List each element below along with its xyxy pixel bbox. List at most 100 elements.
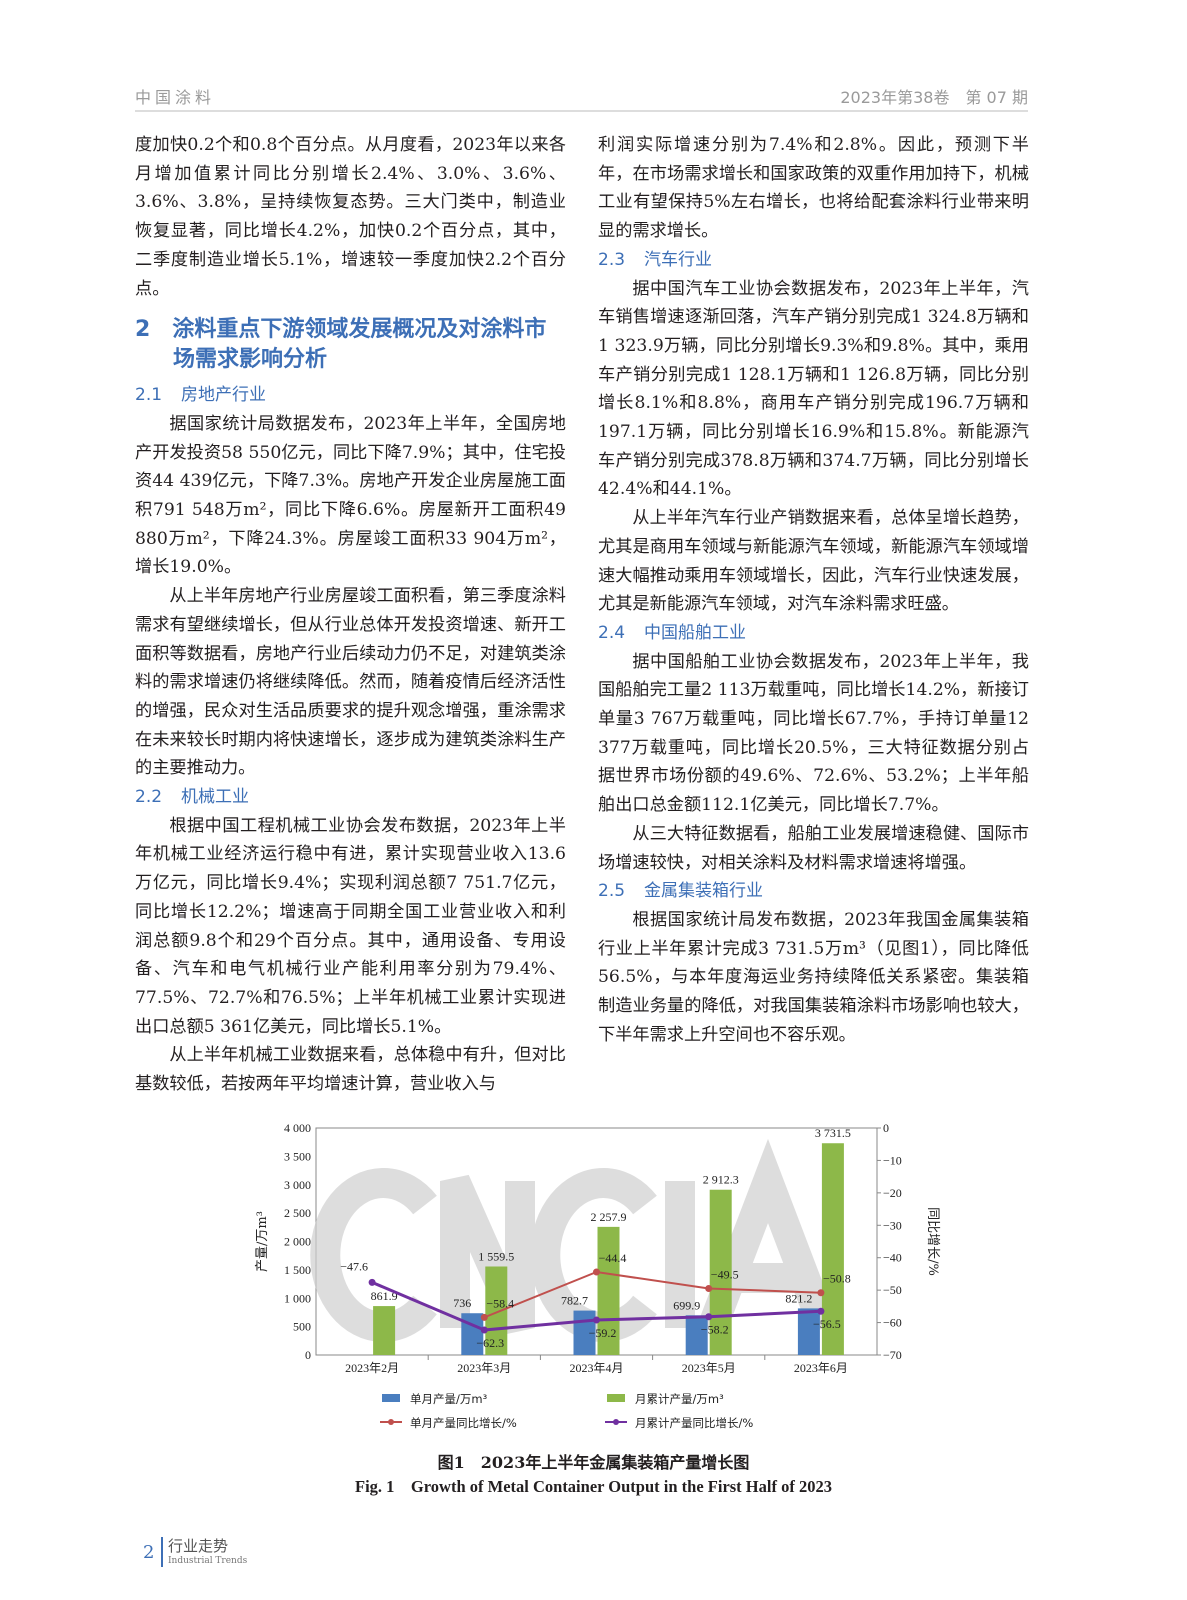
y-tick-label: 3 500 (284, 1149, 311, 1163)
bar-data-label: 736 (453, 1296, 471, 1310)
line-point (817, 1307, 825, 1315)
line-point (480, 1313, 488, 1321)
line-data-label: −59.2 (589, 1326, 617, 1340)
y-tick-label: 1 000 (284, 1291, 311, 1305)
bar-monthly (797, 1308, 820, 1355)
y-tick-label: 0 (305, 1348, 311, 1362)
bar-cumulative (597, 1226, 620, 1355)
footer-divider (161, 1536, 163, 1567)
y2-tick-label: 0 (883, 1121, 889, 1135)
container-output-chart: 0 500 1 000 1 500 2 000 2 500 3 000 3 500 4 000 −… (255, 1121, 940, 1430)
subsection-heading: 2.2 机械工业 (135, 783, 566, 812)
bar-data-label: 782.7 (561, 1293, 588, 1307)
paragraph: 利润实际增速分别为7.4%和2.8%。因此，预测下半年，在市场需求增长和国家政策… (598, 135, 1029, 242)
line-point (705, 1313, 713, 1321)
figure-caption-en: Fig. 1 Growth of Metal Container Output … (355, 1476, 832, 1496)
y2-tick-label: −10 (883, 1153, 902, 1167)
section-heading: 2 涂料重点下游领域发展概况及对涂料市场需求影响分析 (135, 315, 566, 375)
subsection-number: 2.2 (135, 787, 163, 808)
subsection-title: 中国船舶工业 (644, 622, 746, 643)
footer-section-en: Industrial Trends (168, 1555, 248, 1566)
line-data-label: −49.5 (711, 1267, 739, 1281)
section-title: 涂料重点下游领域发展概况及对涂料市场需求影响分析 (172, 317, 547, 373)
bar-data-label: 3 731.5 (815, 1126, 851, 1140)
y-tick-label: 2 500 (284, 1206, 311, 1220)
legend-label: 单月产量/万m³ (410, 1392, 488, 1406)
subsection-title: 机械工业 (181, 787, 249, 808)
subsection-title: 汽车行业 (644, 249, 712, 270)
y-tick-label: 3 000 (284, 1178, 311, 1192)
issue-info: 2023年第38卷 第 07 期 (840, 88, 1028, 107)
y2-tick-label: −20 (883, 1186, 902, 1200)
y2-tick-label: −50 (883, 1283, 902, 1297)
legend-label: 月累计产量/万m³ (635, 1392, 724, 1406)
line-point (705, 1284, 713, 1292)
figure-caption-cn: 图1 2023年上半年金属集装箱产量增长图 (437, 1452, 750, 1472)
bar-monthly (685, 1315, 708, 1355)
legend-marker (613, 1418, 619, 1425)
paragraph: 根据中国工程机械工业协会发布数据，2023年上半年机械工业经济运行稳中有进，累计… (135, 815, 566, 1037)
y-tick-label: 1 500 (284, 1263, 311, 1277)
text-columns: 度加快0.2个和0.8个百分点。从月度看，2023年以来各月增加值累计同比分别增… (135, 131, 1029, 1099)
paragraph: 从上半年汽车行业产销数据来看，总体呈增长趋势，尤其是商用车领域与新能源汽车领域，… (598, 508, 1029, 615)
watermark-logo (310, 1138, 839, 1342)
line-data-label: −58.4 (486, 1296, 514, 1310)
x-tick-label: 2023年4月 (569, 1361, 623, 1375)
subsection-number: 2.1 (135, 385, 163, 406)
footer-section-cn: 行业走势 (168, 1536, 229, 1555)
y-axis-label: 产量/万m³ (255, 1211, 270, 1272)
subsection-number: 2.4 (598, 622, 626, 643)
paragraph: 据中国船舶工业协会数据发布，2023年上半年，我国船舶完工量2 113万载重吨，… (598, 651, 1029, 816)
x-tick-label: 2023年5月 (682, 1361, 736, 1375)
subsection-title: 金属集装箱行业 (644, 881, 763, 902)
line-data-label: −56.5 (813, 1317, 841, 1331)
bar-data-label: 699.9 (673, 1298, 700, 1312)
bar-cumulative (821, 1143, 844, 1355)
line-data-label: −47.6 (340, 1259, 368, 1273)
line-data-label: −44.4 (599, 1251, 627, 1265)
paragraph: 从上半年房地产行业房屋竣工面积看，第三季度涂料需求有望继续增长，但从行业总体开发… (135, 586, 566, 779)
subsection-heading: 2.4 中国船舶工业 (598, 619, 1029, 648)
y2-tick-label: −60 (883, 1315, 902, 1329)
subsection-heading: 2.3 汽车行业 (598, 246, 1029, 275)
y-tick-label: 2 000 (284, 1234, 311, 1248)
bar-data-label: 1 559.5 (478, 1249, 514, 1263)
line-point (817, 1289, 825, 1297)
y2-tick-label: −30 (883, 1218, 902, 1232)
x-tick-label: 2023年3月 (457, 1361, 511, 1375)
legend-label: 单月产量同比增长/% (410, 1416, 517, 1430)
subsection-title: 房地产行业 (181, 385, 266, 406)
legend-swatch (382, 1393, 400, 1402)
subsection-number: 2.3 (598, 249, 626, 270)
legend-marker (388, 1418, 394, 1425)
paragraph: 据中国汽车工业协会数据发布，2023年上半年，汽车销售增速逐渐回落，汽车产销分别… (598, 278, 1029, 500)
left-column: 度加快0.2个和0.8个百分点。从月度看，2023年以来各月增加值累计同比分别增… (135, 131, 566, 1099)
x-tick-label: 2023年2月 (345, 1361, 399, 1375)
paragraph: 根据国家统计局发布数据，2023年我国金属集装箱行业上半年累计完成3 731.5… (598, 909, 1029, 1045)
bar-data-label: 2 257.9 (591, 1210, 627, 1224)
paragraph: 度加快0.2个和0.8个百分点。从月度看，2023年以来各月增加值累计同比分别增… (135, 135, 566, 299)
page-number: 2 (143, 1541, 155, 1563)
x-tick-label: 2023年6月 (794, 1361, 848, 1375)
y2-tick-label: −40 (883, 1251, 902, 1265)
bar-data-label: 2 912.3 (703, 1173, 739, 1187)
bar-data-label: 821.2 (785, 1291, 812, 1305)
line-data-label: −58.2 (701, 1323, 729, 1337)
right-column: 利润实际增速分别为7.4%和2.8%。因此，预测下半年，在市场需求增长和国家政策… (598, 131, 1029, 1050)
subsection-heading: 2.1 房地产行业 (135, 381, 566, 410)
line-point (368, 1278, 376, 1286)
bar-cumulative (373, 1305, 396, 1355)
y2-tick-label: −70 (883, 1348, 902, 1362)
bar-cumulative (485, 1266, 508, 1355)
subsection-number: 2.5 (598, 881, 626, 902)
header-divider (135, 110, 1028, 112)
journal-name: 中国涂料 (135, 88, 216, 107)
legend-swatch (607, 1393, 625, 1402)
paragraph: 从三大特征数据看，船舶工业发展增速稳健、国际市场增速较快，对相关涂料及材料需求增… (598, 823, 1029, 873)
line-point (593, 1316, 600, 1324)
bar-data-label: 861.9 (371, 1289, 398, 1303)
subsection-heading: 2.5 金属集装箱行业 (598, 877, 1029, 906)
bar-cumulative (709, 1189, 732, 1355)
line-point (593, 1268, 600, 1276)
